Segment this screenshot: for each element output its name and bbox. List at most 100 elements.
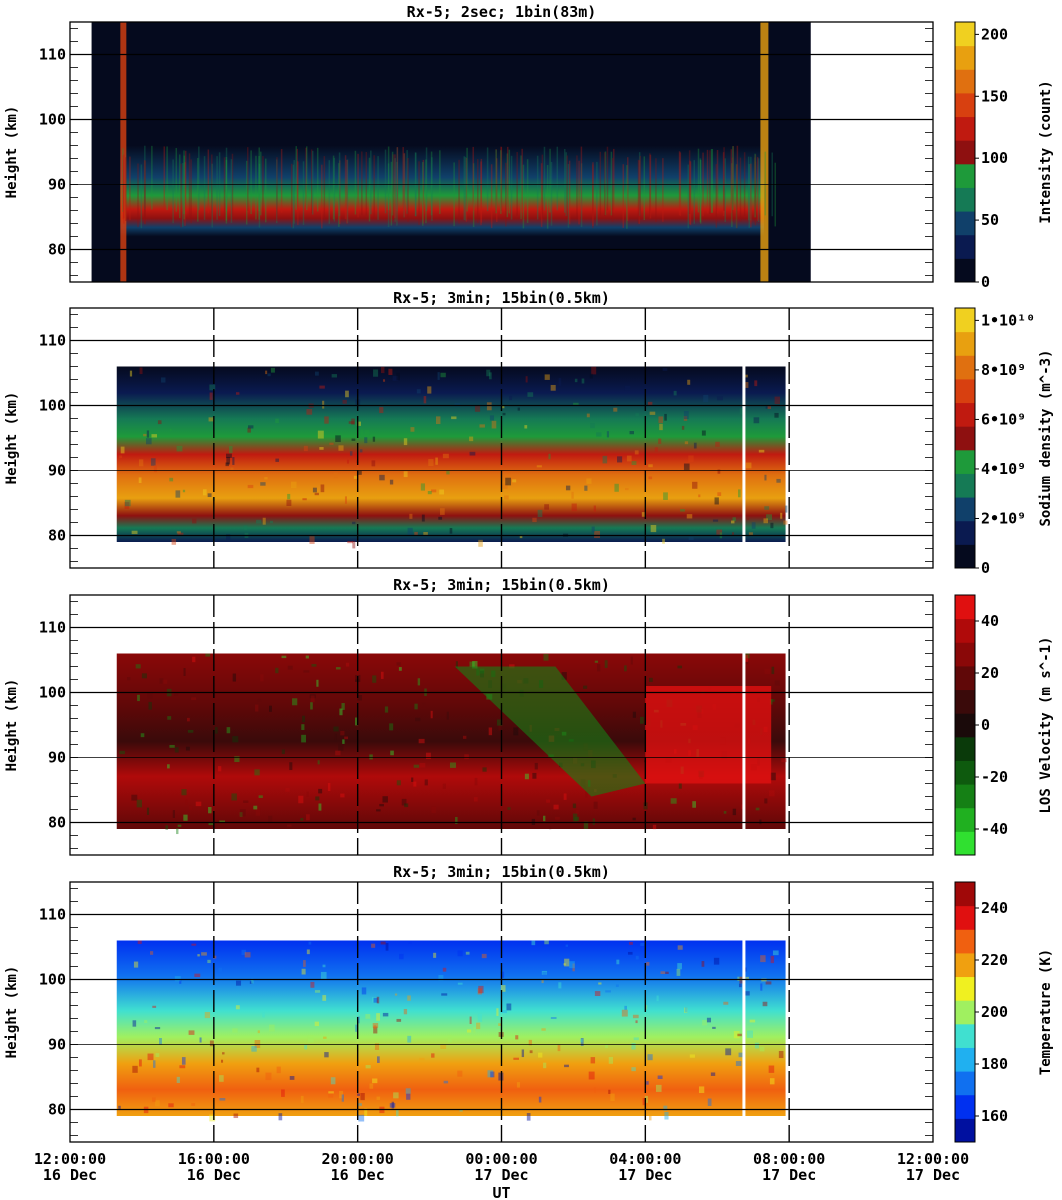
y-axis-label: Height (km) [4,106,20,199]
panel-3: 80 90 100 110 Height (km) Rx-5; 3min; 15bin(0… [4,576,1054,856]
colorbar-tick-label: 150 [981,87,1008,105]
y-axis-label: Height (km) [4,679,20,772]
colorbar-label: Temperature (K) [1038,949,1054,1075]
colorbar-segment [955,473,975,498]
colorbar-segment [955,378,975,404]
y-axis-label: Height (km) [4,392,20,485]
colorbar-segment [955,929,975,954]
colorbar-segment [955,331,975,356]
colorbar-segment [955,402,975,427]
y-tick-label: 90 [48,176,66,194]
y-tick-label: 90 [48,1036,66,1054]
y-tick-label: 80 [48,241,66,259]
colorbar-segment [955,1118,975,1143]
colorbar-segment [955,595,975,620]
colorbar-segment [955,760,975,785]
colorbar-segment [955,258,975,283]
x-tick-time: 00:00:00 [465,1150,537,1168]
colorbar-tick-label: 6•10⁹ [981,410,1026,428]
y-tick-label: 90 [48,749,66,767]
y-tick-label: 110 [39,906,66,924]
colorbar-1: 0 50 100 150 200 Intensity (count) [954,21,1054,291]
colorbar-tick-label: 4•10⁹ [981,460,1026,478]
colorbar-tick-label: 8•10⁹ [981,361,1026,379]
colorbar-segment [955,642,975,667]
colorbar-segment [955,426,975,451]
colorbar-segment [955,689,975,714]
x-tick-time: 20:00:00 [322,1150,394,1168]
panel-title: Rx-5; 3min; 15bin(0.5km) [393,576,610,594]
colorbar-tick-label: 200 [981,1003,1008,1021]
data-field [116,595,787,855]
data-field [116,882,786,1142]
panel-title: Rx-5; 3min; 15bin(0.5km) [393,863,610,881]
colorbar-segment [955,544,975,569]
x-tick-time: 12:00:00 [34,1150,106,1168]
panel-title: Rx-5; 2sec; 1bin(83m) [407,3,597,21]
colorbar-segment [955,665,975,691]
colorbar-segment [955,140,975,165]
colorbar-tick-label: -20 [981,768,1008,786]
y-tick-label: 110 [39,619,66,637]
colorbar-tick-label: 180 [981,1055,1008,1073]
y-tick-label: 100 [39,971,66,989]
colorbar-tick-label: 220 [981,951,1008,969]
colorbar-tick-label: 2•10⁹ [981,509,1026,527]
data-field [116,308,788,568]
colorbar-segment [955,69,975,94]
x-tick-time: 08:00:00 [753,1150,825,1168]
y-tick-label: 100 [39,111,66,129]
colorbar-segment [955,1000,975,1025]
x-tick-date: 17 Dec [618,1166,672,1184]
data-field [91,22,811,282]
colorbar-segment [955,234,975,259]
y-tick-label: 100 [39,397,66,415]
colorbar-segment [955,1047,975,1072]
panel-2: 80 90 100 110 Height (km) Rx-5; 3min; 15bin(0… [4,289,1054,577]
x-tick-date: 17 Dec [906,1166,960,1184]
colorbar-segment [955,784,975,809]
colorbar-segment [955,45,975,70]
x-tick-date: 17 Dec [762,1166,816,1184]
colorbar-segment [955,976,975,1001]
colorbar-tick-label: 40 [981,612,999,630]
y-tick-label: 80 [48,814,66,832]
colorbar-segment [955,308,975,333]
colorbar-2: 0 2•10⁹ 4•10⁹ 6•10⁹ 8•10⁹ 1•10¹⁰ Sodium densit… [954,307,1054,577]
y-tick-label: 110 [39,332,66,350]
y-tick-label: 100 [39,684,66,702]
y-tick-label: 90 [48,462,66,480]
colorbar-segment [955,116,975,141]
colorbar-tick-label: 0 [981,716,990,734]
panel-title: Rx-5; 3min; 15bin(0.5km) [393,289,610,307]
colorbar-tick-label: 50 [981,211,999,229]
colorbar-tick-label: 240 [981,899,1008,917]
colorbar-segment [955,713,975,738]
colorbar-segment [955,92,975,118]
colorbar-segment [955,449,975,474]
panel-1: 80 90 100 110 Height (km) Rx-5; 2sec; 1bin(83… [4,3,1054,291]
y-tick-label: 80 [48,1101,66,1119]
x-axis-label: UT [492,1184,510,1200]
colorbar-tick-label: 100 [981,149,1008,167]
colorbar-segment [955,1094,975,1119]
colorbar-4: 160 180 200 220 240 Temperature (K) [954,881,1054,1143]
y-tick-label: 110 [39,46,66,64]
colorbar-segment [955,1071,975,1096]
x-tick-date: 17 Dec [474,1166,528,1184]
x-tick-date: 16 Dec [43,1166,97,1184]
y-tick-label: 80 [48,527,66,545]
colorbar-segment [955,163,975,188]
colorbar-tick-label: -40 [981,820,1008,838]
panel-4: 80 90 100 110 Height (km) Rx-5; 3min; 15bin(0… [4,863,1054,1143]
colorbar-segment [955,520,975,545]
colorbar-label: Sodium density (m^-3) [1038,349,1054,526]
colorbar-segment [955,882,975,907]
x-tick-time: 04:00:00 [609,1150,681,1168]
colorbar-tick-label: 0 [981,559,990,577]
colorbar-tick-label: 200 [981,25,1008,43]
x-tick-date: 16 Dec [187,1166,241,1184]
colorbar-segment [955,618,975,643]
colorbar-tick-label: 0 [981,273,990,291]
